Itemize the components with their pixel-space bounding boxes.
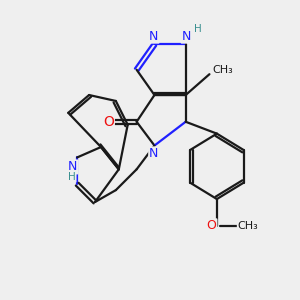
Text: N: N <box>68 160 77 173</box>
Text: O: O <box>207 219 217 232</box>
Text: N: N <box>182 30 191 43</box>
Text: CH₃: CH₃ <box>238 221 259 231</box>
Text: H: H <box>68 172 76 182</box>
Text: H: H <box>194 24 202 34</box>
Text: N: N <box>149 147 159 161</box>
Text: CH₃: CH₃ <box>212 65 233 75</box>
Text: O: O <box>103 115 114 129</box>
Text: N: N <box>149 30 159 43</box>
